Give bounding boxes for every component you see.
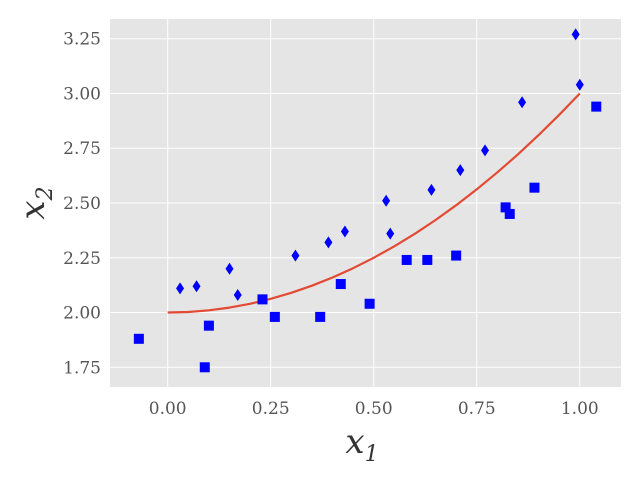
y-tick-label: 2.25	[63, 249, 101, 269]
fit-curve	[167, 92, 581, 314]
diamond-point	[324, 236, 333, 249]
diamond-point	[518, 96, 527, 109]
x-tick-label: 0.50	[355, 399, 393, 419]
y-axis-label-sub: 2	[33, 186, 58, 201]
y-tick-label: 2.50	[63, 194, 101, 214]
square-point	[269, 311, 280, 322]
y-tick-label: 2.75	[63, 139, 101, 159]
square-point	[364, 298, 375, 309]
square-point	[451, 250, 462, 261]
y-tick-label: 1.75	[63, 358, 101, 378]
y-tick-label: 2.00	[63, 304, 101, 324]
x-axis-label-sub: 1	[365, 442, 379, 467]
y-tick-label: 3.00	[63, 84, 101, 104]
square-point	[504, 208, 515, 219]
x-tick-label: 1.00	[561, 399, 599, 419]
x-tick-label: 0.75	[458, 399, 496, 419]
y-tick-label: 3.25	[63, 30, 101, 50]
square-point	[500, 202, 511, 213]
y-axis-label: x2	[13, 186, 58, 219]
diamond-point	[575, 78, 584, 91]
diamond-point	[192, 280, 201, 293]
square-point	[203, 320, 214, 331]
diamond-point	[340, 225, 349, 238]
diamond-point	[233, 289, 242, 301]
square-point	[199, 362, 210, 373]
diamond-point	[386, 227, 395, 240]
diamond-point	[427, 183, 436, 196]
square-point	[422, 254, 433, 265]
x-axis-label: x1	[345, 422, 378, 467]
x-tick-label: 0.00	[149, 399, 187, 419]
grid	[110, 19, 621, 387]
square-point	[315, 311, 326, 322]
y-axis-label-main: x	[13, 200, 53, 219]
diamond-point	[382, 194, 391, 207]
diamond-point	[456, 164, 465, 177]
square-point	[401, 254, 412, 265]
square-point	[133, 333, 144, 344]
diamond-point	[571, 28, 580, 41]
diamond-point	[481, 144, 490, 157]
x-tick-label: 0.25	[252, 399, 290, 419]
square-point	[591, 101, 602, 112]
x-axis-label-main: x	[345, 422, 364, 462]
diamond-point	[176, 282, 185, 295]
square-point	[257, 294, 268, 305]
series-layer	[133, 28, 602, 373]
square-point	[529, 182, 540, 193]
diamond-point	[225, 262, 234, 275]
tick-labels: 0.00 0.25 0.50 0.75 1.00 1.75 2.00 2.25 2.50 2.75…	[63, 30, 599, 419]
square-point	[335, 279, 346, 290]
diamond-point	[291, 249, 300, 262]
